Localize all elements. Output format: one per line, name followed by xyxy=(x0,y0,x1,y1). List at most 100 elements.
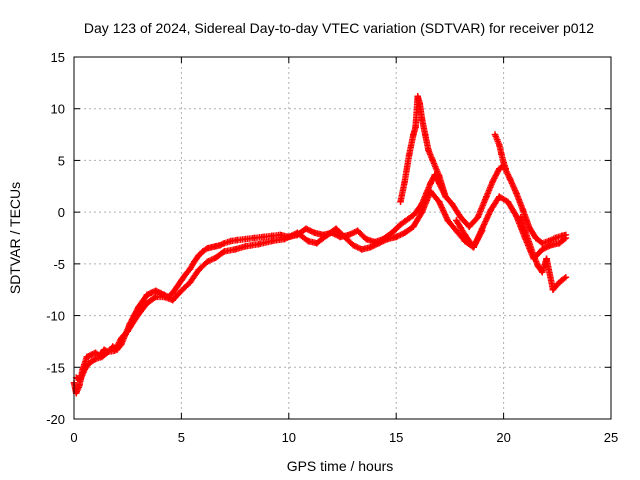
data-point xyxy=(532,234,540,242)
data-point xyxy=(234,236,241,244)
data-point xyxy=(395,232,403,239)
data-point xyxy=(441,211,449,218)
x-tick-label: 15 xyxy=(389,430,403,445)
data-point xyxy=(173,283,181,290)
data-point xyxy=(362,235,370,243)
data-point xyxy=(242,235,250,243)
data-point xyxy=(152,287,159,294)
data-point xyxy=(169,289,177,297)
data-point xyxy=(186,279,194,286)
data-point xyxy=(227,237,235,245)
data-point xyxy=(205,257,212,265)
data-point xyxy=(208,256,215,263)
data-point xyxy=(478,228,485,236)
data-point xyxy=(418,115,426,123)
data-point xyxy=(350,242,357,249)
data-point xyxy=(474,235,482,243)
data-point xyxy=(440,208,447,216)
data-point xyxy=(393,233,400,241)
data-point xyxy=(539,246,546,253)
data-point xyxy=(493,136,501,143)
data-point xyxy=(77,376,84,383)
data-point xyxy=(367,244,374,251)
data-point xyxy=(487,206,494,214)
data-point xyxy=(148,289,155,297)
data-point xyxy=(351,242,358,250)
data-point xyxy=(182,271,189,278)
data-point xyxy=(412,124,419,131)
data-point xyxy=(543,244,550,251)
data-point xyxy=(480,222,487,230)
data-point xyxy=(216,242,224,249)
data-point xyxy=(199,248,207,255)
data-point xyxy=(206,257,214,264)
data-point xyxy=(517,214,524,221)
data-marks xyxy=(70,93,570,397)
data-point xyxy=(444,217,451,224)
data-point xyxy=(478,227,486,234)
data-point xyxy=(355,244,363,252)
data-point xyxy=(438,204,446,211)
data-point xyxy=(324,231,331,239)
data-point xyxy=(103,349,111,357)
data-point xyxy=(268,237,275,245)
data-point xyxy=(309,228,317,236)
data-point xyxy=(370,242,377,250)
data-point xyxy=(397,231,404,239)
data-point xyxy=(242,243,250,250)
data-point xyxy=(130,317,138,324)
data-point xyxy=(143,299,151,307)
data-point xyxy=(418,208,426,216)
y-axis-title: SDTVAR / TECUs xyxy=(7,182,23,294)
data-point xyxy=(547,242,555,249)
data-point xyxy=(442,193,449,200)
data-point xyxy=(186,265,194,273)
data-point xyxy=(439,207,447,214)
data-point xyxy=(377,239,384,246)
data-point xyxy=(143,291,151,299)
data-point xyxy=(311,229,318,237)
data-point xyxy=(504,198,512,205)
data-point xyxy=(461,231,469,239)
data-point xyxy=(352,243,360,250)
data-point xyxy=(219,240,227,248)
x-tick-label: 10 xyxy=(282,430,296,445)
data-point xyxy=(539,268,546,276)
data-point xyxy=(443,214,450,221)
axis-ticks: 0 5 10 15 20 25 -20 -15 -10 -5 0 5 10 15 xyxy=(46,50,618,445)
data-point xyxy=(534,262,542,270)
data-point xyxy=(541,244,549,252)
data-point xyxy=(554,281,561,288)
data-point xyxy=(92,355,99,363)
data-point xyxy=(545,237,552,245)
data-point xyxy=(429,157,436,164)
data-point xyxy=(500,159,507,166)
data-point xyxy=(90,356,98,364)
data-point xyxy=(282,235,290,242)
data-point xyxy=(439,205,446,213)
data-point xyxy=(437,202,445,210)
data-point xyxy=(146,290,154,297)
data-point xyxy=(481,219,488,227)
data-point xyxy=(496,165,503,172)
data-point xyxy=(398,231,406,238)
data-point xyxy=(453,217,460,224)
data-point xyxy=(484,214,491,221)
data-point xyxy=(401,229,408,237)
data-point xyxy=(380,237,387,245)
data-point xyxy=(381,237,388,244)
data-point xyxy=(358,246,366,253)
data-point xyxy=(410,131,417,138)
data-point xyxy=(307,227,314,234)
data-point xyxy=(332,231,340,239)
data-point xyxy=(302,225,310,232)
data-point xyxy=(384,235,391,243)
data-point xyxy=(347,231,354,238)
data-point xyxy=(221,248,228,255)
data-point xyxy=(86,352,93,359)
data-point xyxy=(221,239,228,247)
data-point xyxy=(513,213,520,220)
data-point xyxy=(484,212,492,220)
